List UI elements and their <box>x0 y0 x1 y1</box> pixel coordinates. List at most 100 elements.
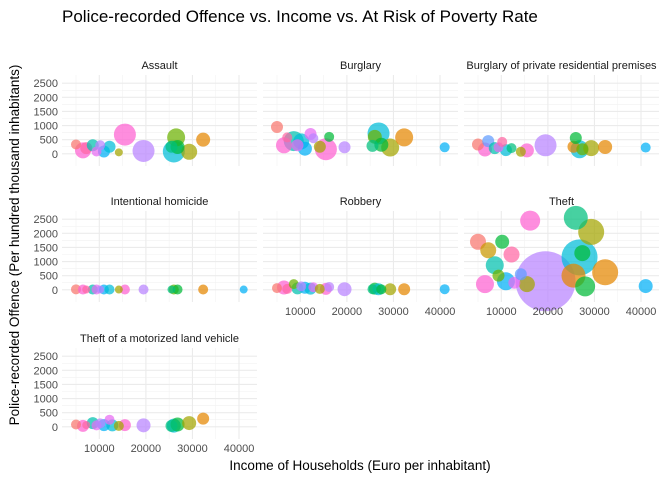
data-point <box>576 143 589 156</box>
facet-panels: Assault 0 500 1000 1500 2000 2500 Burglary Burgl… <box>34 60 659 455</box>
facet-panel: Robbery 10000 20000 30000 40000 <box>263 196 458 318</box>
facet-strip-label: Burglary <box>340 60 381 72</box>
y-axis-title: Police-recorded Offence (Per hundred tho… <box>7 65 22 426</box>
data-point <box>113 420 124 431</box>
y-tick-label: 1500 <box>34 106 58 118</box>
data-point <box>376 284 387 295</box>
y-tick-label: 1000 <box>34 121 58 133</box>
data-point <box>95 418 106 429</box>
data-point <box>114 148 123 157</box>
data-point <box>136 418 151 433</box>
data-point <box>96 285 105 294</box>
y-tick-label: 1000 <box>34 257 58 269</box>
data-point <box>495 234 510 249</box>
y-tick-label: 0 <box>52 285 58 297</box>
data-point <box>324 131 335 142</box>
data-point <box>514 268 527 281</box>
data-point <box>308 133 319 144</box>
data-point <box>70 284 81 295</box>
data-point <box>575 276 596 297</box>
facet-strip-label: Theft <box>549 196 574 208</box>
data-point <box>366 139 379 152</box>
data-point <box>515 251 576 312</box>
y-tick-label: 2000 <box>34 228 58 240</box>
data-point <box>165 140 178 153</box>
y-tick-label: 2000 <box>34 92 58 104</box>
chart-title: Police-recorded Offence vs. Income vs. A… <box>62 7 538 26</box>
data-point <box>439 142 450 153</box>
y-tick-label: 2000 <box>34 365 58 377</box>
y-tick-label: 0 <box>52 422 58 434</box>
data-point <box>270 120 283 133</box>
data-point <box>138 284 149 295</box>
data-point <box>114 285 123 294</box>
data-point <box>367 284 378 295</box>
y-tick-label: 0 <box>52 149 58 161</box>
y-tick-label: 500 <box>40 408 58 420</box>
y-tick-label: 2500 <box>34 351 58 363</box>
x-tick-label: 30000 <box>177 443 208 455</box>
y-tick-label: 500 <box>40 135 58 147</box>
data-point <box>70 139 81 150</box>
y-tick-label: 2500 <box>34 78 58 90</box>
data-point <box>103 140 116 153</box>
data-point <box>569 131 582 144</box>
facet-panel: Theft 10000 20000 30000 40000 <box>464 196 659 318</box>
facet-strip-label: Theft of a motorized land vehicle <box>80 333 239 345</box>
data-point <box>503 246 520 263</box>
data-point <box>592 259 619 286</box>
data-point <box>182 416 197 431</box>
data-point <box>338 141 351 154</box>
y-tick-label: 1500 <box>34 242 58 254</box>
data-point <box>384 283 397 296</box>
data-point <box>172 284 183 295</box>
y-tick-label: 1500 <box>34 379 58 391</box>
data-point <box>492 269 505 282</box>
x-tick-label: 10000 <box>486 306 517 318</box>
data-point <box>132 139 155 162</box>
y-tick-label: 2500 <box>34 214 58 226</box>
facet-panel: Intentional homicide 0 500 1000 1500 2000 2500 <box>34 196 257 302</box>
facet-panel: Burglary <box>263 60 458 166</box>
data-point <box>82 421 91 430</box>
x-tick-label: 20000 <box>131 443 162 455</box>
facet-strip-label: Assault <box>141 60 177 72</box>
data-point <box>198 284 209 295</box>
data-point <box>113 123 136 146</box>
data-point <box>480 242 497 259</box>
data-point <box>181 143 198 160</box>
x-tick-label: 40000 <box>626 306 657 318</box>
data-point <box>497 136 508 147</box>
data-point <box>398 283 411 296</box>
x-axis-title: Income of Households (Euro per inhabitan… <box>229 458 490 473</box>
y-tick-label: 500 <box>40 271 58 283</box>
data-point <box>395 128 414 147</box>
x-tick-label: 10000 <box>285 306 316 318</box>
data-point <box>563 205 588 230</box>
data-point <box>475 275 494 294</box>
x-tick-label: 20000 <box>533 306 564 318</box>
data-point <box>598 139 613 154</box>
x-tick-label: 40000 <box>425 306 456 318</box>
data-point <box>534 134 557 157</box>
data-point <box>197 412 210 425</box>
data-point <box>104 284 115 295</box>
data-point <box>324 281 335 292</box>
data-point <box>196 132 211 147</box>
data-point <box>167 285 176 294</box>
data-point <box>640 142 651 153</box>
data-point <box>291 139 304 152</box>
data-point <box>638 279 653 294</box>
facet-panel: Theft of a motorized land vehicle 0 500 100… <box>34 333 257 455</box>
data-point <box>518 276 535 293</box>
data-point <box>574 245 591 262</box>
data-point <box>508 276 521 289</box>
x-tick-label: 30000 <box>579 306 610 318</box>
data-point <box>439 284 450 295</box>
data-point <box>239 285 248 294</box>
data-point <box>119 284 130 295</box>
facet-strip-label: Intentional homicide <box>111 196 209 208</box>
data-point <box>95 140 106 151</box>
y-tick-label: 1000 <box>34 394 58 406</box>
